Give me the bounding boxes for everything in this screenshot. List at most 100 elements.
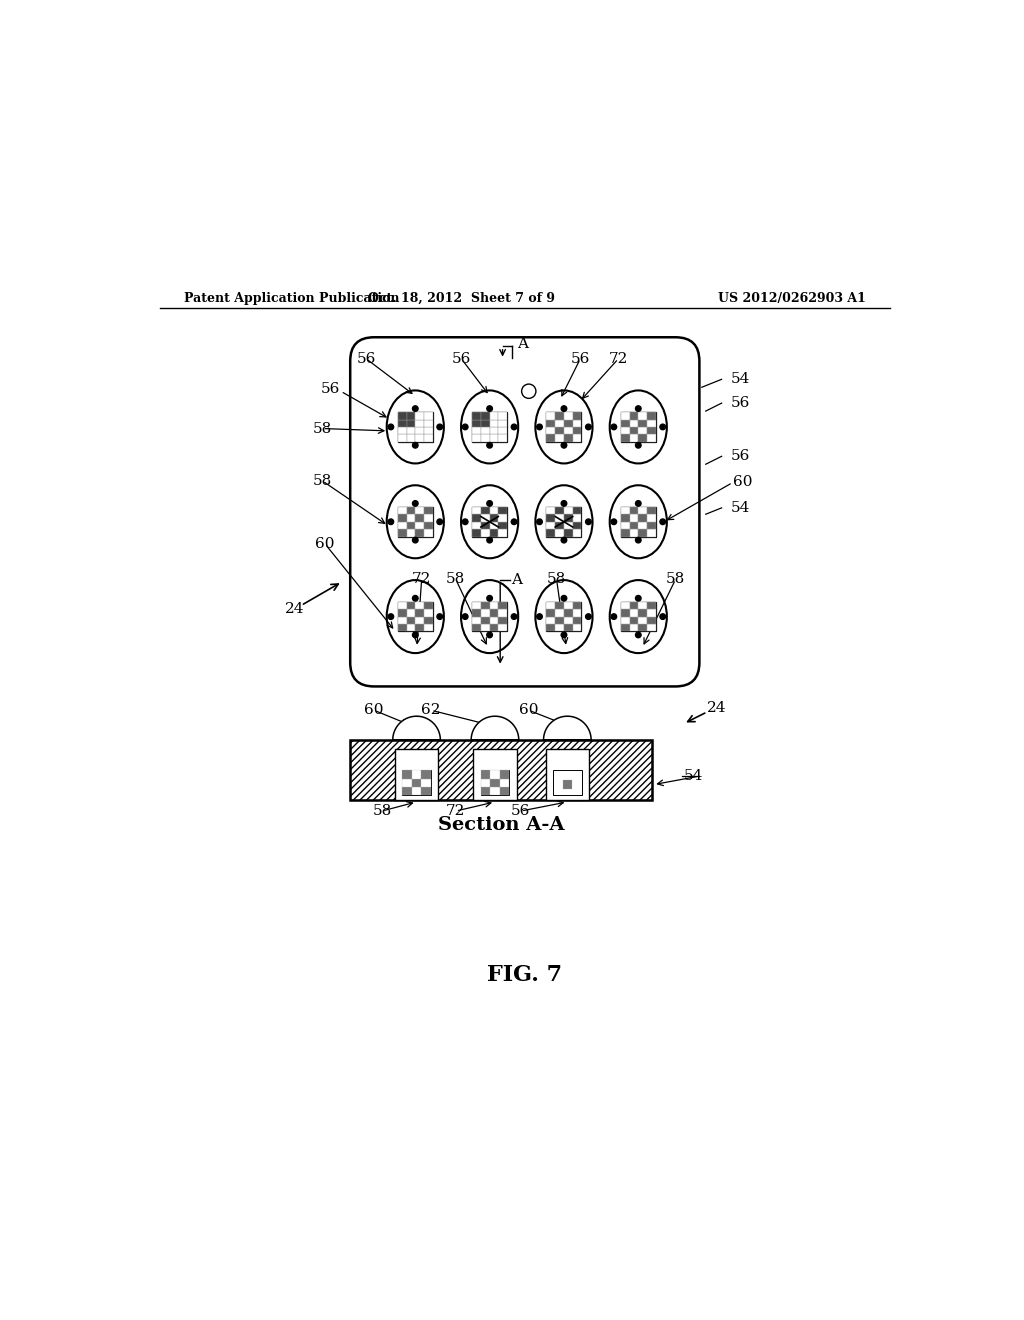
Bar [547,602,555,610]
Ellipse shape [461,579,518,653]
Circle shape [413,632,418,638]
Polygon shape [544,717,591,741]
Bar [421,787,431,796]
Text: 58: 58 [312,474,332,488]
Bar [407,412,416,420]
Bar [547,412,555,420]
Bar [638,507,647,515]
Bar [621,521,630,529]
Text: 60: 60 [519,704,539,717]
Bar [564,515,572,521]
Bar [407,420,416,426]
Bar [564,610,572,616]
Text: 62: 62 [422,704,441,717]
Circle shape [611,519,616,524]
Bar [555,426,564,434]
Ellipse shape [387,391,443,463]
Circle shape [659,519,666,524]
Bar [407,521,416,529]
Ellipse shape [609,391,667,463]
Bar [424,426,433,434]
Bar [490,779,500,787]
Bar [416,529,424,537]
Bar [481,779,490,787]
Bar [481,624,489,631]
Bar [638,426,647,434]
Bar [630,624,638,631]
Bar [647,529,655,537]
Bar [481,507,489,515]
Text: 56: 56 [570,351,590,366]
Bar [638,529,647,537]
Bar [412,787,421,796]
Bar [547,616,555,624]
Bar [647,616,655,624]
Circle shape [636,442,641,447]
Bar [350,741,651,800]
Circle shape [586,614,591,619]
Bar [407,507,416,515]
Text: FIG. 7: FIG. 7 [487,964,562,986]
Bar [499,616,507,624]
Text: Patent Application Publication: Patent Application Publication [183,292,399,305]
Bar [397,610,407,616]
Text: A: A [511,573,522,587]
Circle shape [537,614,543,619]
Bar [489,426,499,434]
Bar [424,521,433,529]
Bar [397,507,433,537]
FancyBboxPatch shape [350,337,699,686]
Circle shape [413,500,418,507]
Bar [547,412,582,442]
Bar [397,602,407,610]
Bar [416,624,424,631]
Bar [500,770,509,779]
Bar [547,602,582,631]
Bar [397,412,407,420]
Bar [489,434,499,442]
Bar [397,420,407,426]
Bar [397,515,407,521]
Circle shape [463,424,468,430]
Bar [647,521,655,529]
Bar [402,770,412,779]
Text: Section A-A: Section A-A [437,816,564,834]
Bar [407,434,416,442]
Text: 60: 60 [315,537,335,550]
Circle shape [388,614,393,619]
Bar [647,507,655,515]
Circle shape [463,519,468,524]
Text: 72: 72 [608,351,628,366]
Bar [416,434,424,442]
Bar [402,770,431,796]
Ellipse shape [536,391,593,463]
Bar [630,412,638,420]
Bar [472,434,481,442]
Bar [499,434,507,442]
Ellipse shape [536,579,593,653]
Bar [397,412,433,442]
Bar [572,529,582,537]
Bar [500,787,509,796]
Bar [630,610,638,616]
Circle shape [561,537,566,543]
Bar [499,515,507,521]
Bar [397,507,407,515]
Bar [638,616,647,624]
Circle shape [611,424,616,430]
Bar [564,616,572,624]
Bar [481,610,489,616]
Bar [481,770,509,796]
Text: 54: 54 [684,770,702,783]
Bar [564,529,572,537]
Bar [424,529,433,537]
Bar [647,624,655,631]
Bar [473,748,517,800]
Bar [572,624,582,631]
Bar [621,412,630,420]
Bar [630,616,638,624]
Text: 58: 58 [547,573,566,586]
Bar [402,787,412,796]
Bar [547,507,555,515]
Circle shape [636,537,641,543]
